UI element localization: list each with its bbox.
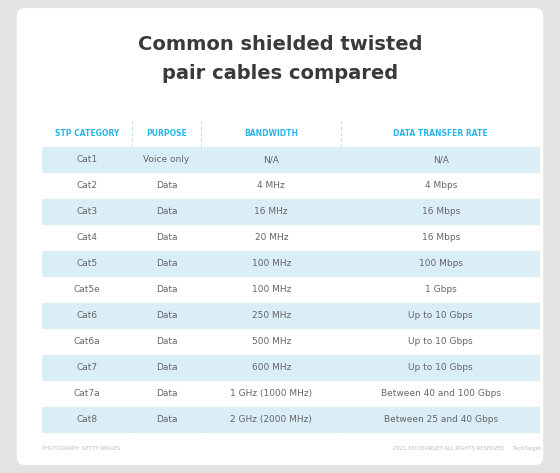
Text: N/A: N/A: [433, 155, 449, 164]
Text: 500 MHz: 500 MHz: [251, 337, 291, 346]
Text: 16 MHz: 16 MHz: [254, 207, 288, 216]
Text: Cat7a: Cat7a: [73, 389, 100, 398]
Bar: [42, 407, 540, 433]
Text: Between 25 and 40 Gbps: Between 25 and 40 Gbps: [384, 415, 498, 424]
Text: Up to 10 Gbps: Up to 10 Gbps: [408, 337, 473, 346]
Text: 2 GHz (2000 MHz): 2 GHz (2000 MHz): [230, 415, 312, 424]
Text: Common shielded twisted: Common shielded twisted: [138, 35, 422, 54]
Bar: [42, 303, 540, 329]
Text: 16 Mbps: 16 Mbps: [422, 207, 460, 216]
Text: Cat2: Cat2: [76, 181, 97, 190]
Text: Voice only: Voice only: [143, 155, 190, 164]
Text: Data: Data: [156, 285, 178, 294]
Text: Cat6a: Cat6a: [73, 337, 100, 346]
Bar: [42, 277, 540, 303]
Text: Cat1: Cat1: [76, 155, 97, 164]
Text: Data: Data: [156, 415, 178, 424]
Text: STP CATEGORY: STP CATEGORY: [55, 129, 119, 138]
FancyBboxPatch shape: [17, 8, 543, 465]
Text: Data: Data: [156, 337, 178, 346]
Text: Cat5: Cat5: [76, 259, 97, 268]
Text: Up to 10 Gbps: Up to 10 Gbps: [408, 363, 473, 372]
Text: PHOTOGRAPH: GETTY IMAGES: PHOTOGRAPH: GETTY IMAGES: [42, 446, 120, 451]
Text: 100 Mbps: 100 Mbps: [419, 259, 463, 268]
Text: Data: Data: [156, 259, 178, 268]
Bar: [42, 329, 540, 355]
Text: Data: Data: [156, 233, 178, 242]
Text: Cat3: Cat3: [76, 207, 97, 216]
Bar: [42, 225, 540, 251]
Text: Cat5e: Cat5e: [73, 285, 100, 294]
Text: 100 MHz: 100 MHz: [251, 259, 291, 268]
Text: 1 GHz (1000 MHz): 1 GHz (1000 MHz): [230, 389, 312, 398]
Text: 600 MHz: 600 MHz: [251, 363, 291, 372]
Text: 20 MHz: 20 MHz: [254, 233, 288, 242]
Text: Cat6: Cat6: [76, 311, 97, 320]
Text: BANDWIDTH: BANDWIDTH: [244, 129, 298, 138]
Bar: [42, 173, 540, 199]
Text: Between 40 and 100 Gbps: Between 40 and 100 Gbps: [381, 389, 501, 398]
Text: Cat4: Cat4: [76, 233, 97, 242]
Text: Data: Data: [156, 181, 178, 190]
Text: 100 MHz: 100 MHz: [251, 285, 291, 294]
Text: Data: Data: [156, 389, 178, 398]
Text: Up to 10 Gbps: Up to 10 Gbps: [408, 311, 473, 320]
Text: Data: Data: [156, 363, 178, 372]
Text: DATA TRANSFER RATE: DATA TRANSFER RATE: [394, 129, 488, 138]
Text: 250 MHz: 250 MHz: [251, 311, 291, 320]
Bar: [42, 381, 540, 407]
Text: 1 Gbps: 1 Gbps: [425, 285, 456, 294]
Bar: [42, 199, 540, 225]
Bar: [42, 147, 540, 173]
Text: N/A: N/A: [263, 155, 279, 164]
Text: Data: Data: [156, 207, 178, 216]
Bar: [42, 251, 540, 277]
Text: Cat8: Cat8: [76, 415, 97, 424]
Text: 16 Mbps: 16 Mbps: [422, 233, 460, 242]
Text: pair cables compared: pair cables compared: [162, 64, 398, 83]
Text: 2021 TECHTARGET ALL RIGHTS RESERVED     TechTarget: 2021 TECHTARGET ALL RIGHTS RESERVED Tech…: [393, 446, 540, 451]
Text: 4 Mbps: 4 Mbps: [424, 181, 457, 190]
Bar: [42, 355, 540, 381]
Text: Data: Data: [156, 311, 178, 320]
Text: PURPOSE: PURPOSE: [146, 129, 187, 138]
Text: 4 MHz: 4 MHz: [258, 181, 285, 190]
Text: Cat7: Cat7: [76, 363, 97, 372]
